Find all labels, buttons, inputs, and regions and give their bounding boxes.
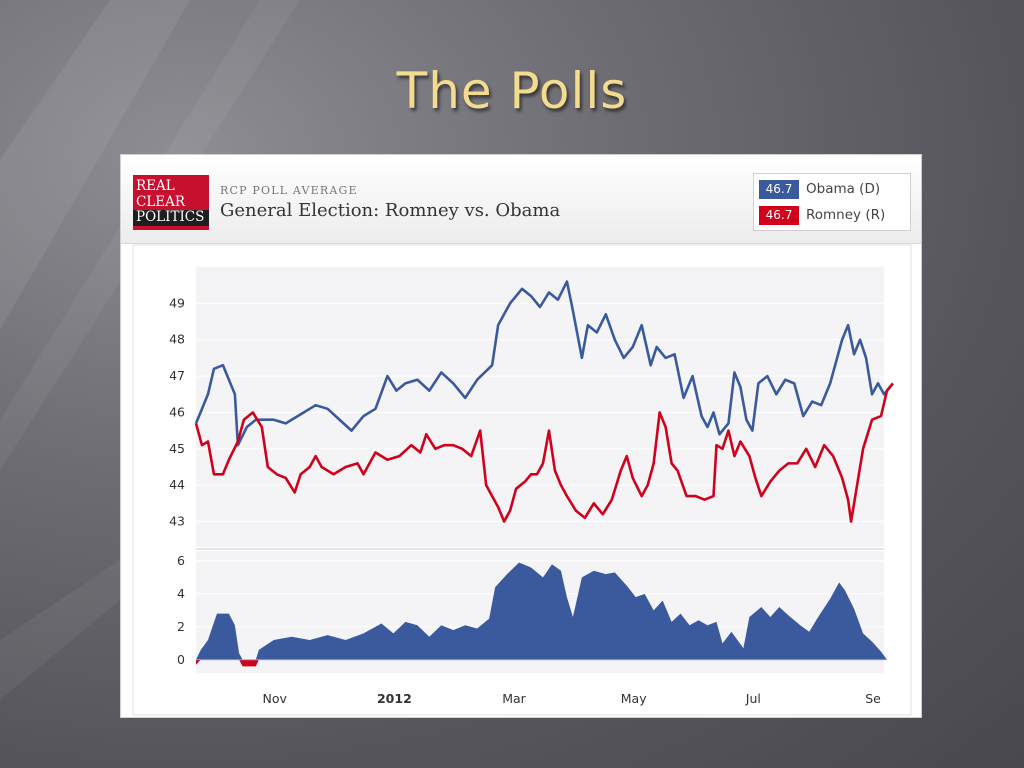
x-tick-label: Se: [865, 691, 881, 706]
chart-header: REAL CLEAR POLITICS RCP POLL AVERAGE Gen…: [121, 155, 921, 244]
x-tick-label: Nov: [263, 691, 288, 706]
x-tick-label: Mar: [502, 691, 526, 706]
logo-line-2: CLEAR: [136, 193, 186, 210]
upper-plot-area: [196, 267, 884, 547]
y-tick-label: 4: [177, 586, 185, 601]
slide-title: The Polls: [396, 62, 628, 120]
y-tick-label: 43: [169, 514, 185, 529]
x-tick-label: 2012: [377, 691, 412, 706]
logo-line-1: REAL: [136, 178, 175, 194]
rcp-logo: REAL CLEAR POLITICS: [133, 175, 209, 230]
series-line-obama: [194, 280, 891, 447]
spread-area-positive: [196, 562, 887, 660]
y-tick-label: 44: [169, 477, 185, 492]
y-tick-label: 47: [169, 368, 185, 383]
logo-line-3: POLITICS: [133, 209, 209, 226]
chart-panel: REAL CLEAR POLITICS RCP POLL AVERAGE Gen…: [120, 154, 922, 718]
y-tick-label: 46: [169, 404, 185, 419]
x-tick-label: May: [621, 691, 647, 706]
legend-label-romney: Romney (R): [806, 207, 886, 223]
legend-label-obama: Obama (D): [806, 181, 881, 197]
legend-value-romney: 46.7: [759, 206, 799, 225]
legend-item-obama: 46.7 Obama (D): [759, 180, 909, 200]
legend-value-obama: 46.7: [759, 180, 799, 199]
series-line-romney: [194, 382, 894, 523]
chart-legend: 46.7 Obama (D) 46.7 Romney (R): [753, 173, 911, 231]
y-tick-label: 49: [169, 295, 185, 310]
chart-heading: General Election: Romney vs. Obama: [220, 200, 561, 221]
chart-subheading: RCP POLL AVERAGE: [220, 184, 358, 197]
legend-item-romney: 46.7 Romney (R): [759, 206, 909, 226]
y-tick-label: 0: [177, 652, 185, 667]
y-tick-label: 45: [169, 441, 185, 456]
x-tick-label: Jul: [745, 691, 761, 706]
y-tick-label: 2: [177, 619, 185, 634]
y-tick-label: 6: [177, 553, 185, 568]
y-tick-label: 48: [169, 332, 185, 347]
